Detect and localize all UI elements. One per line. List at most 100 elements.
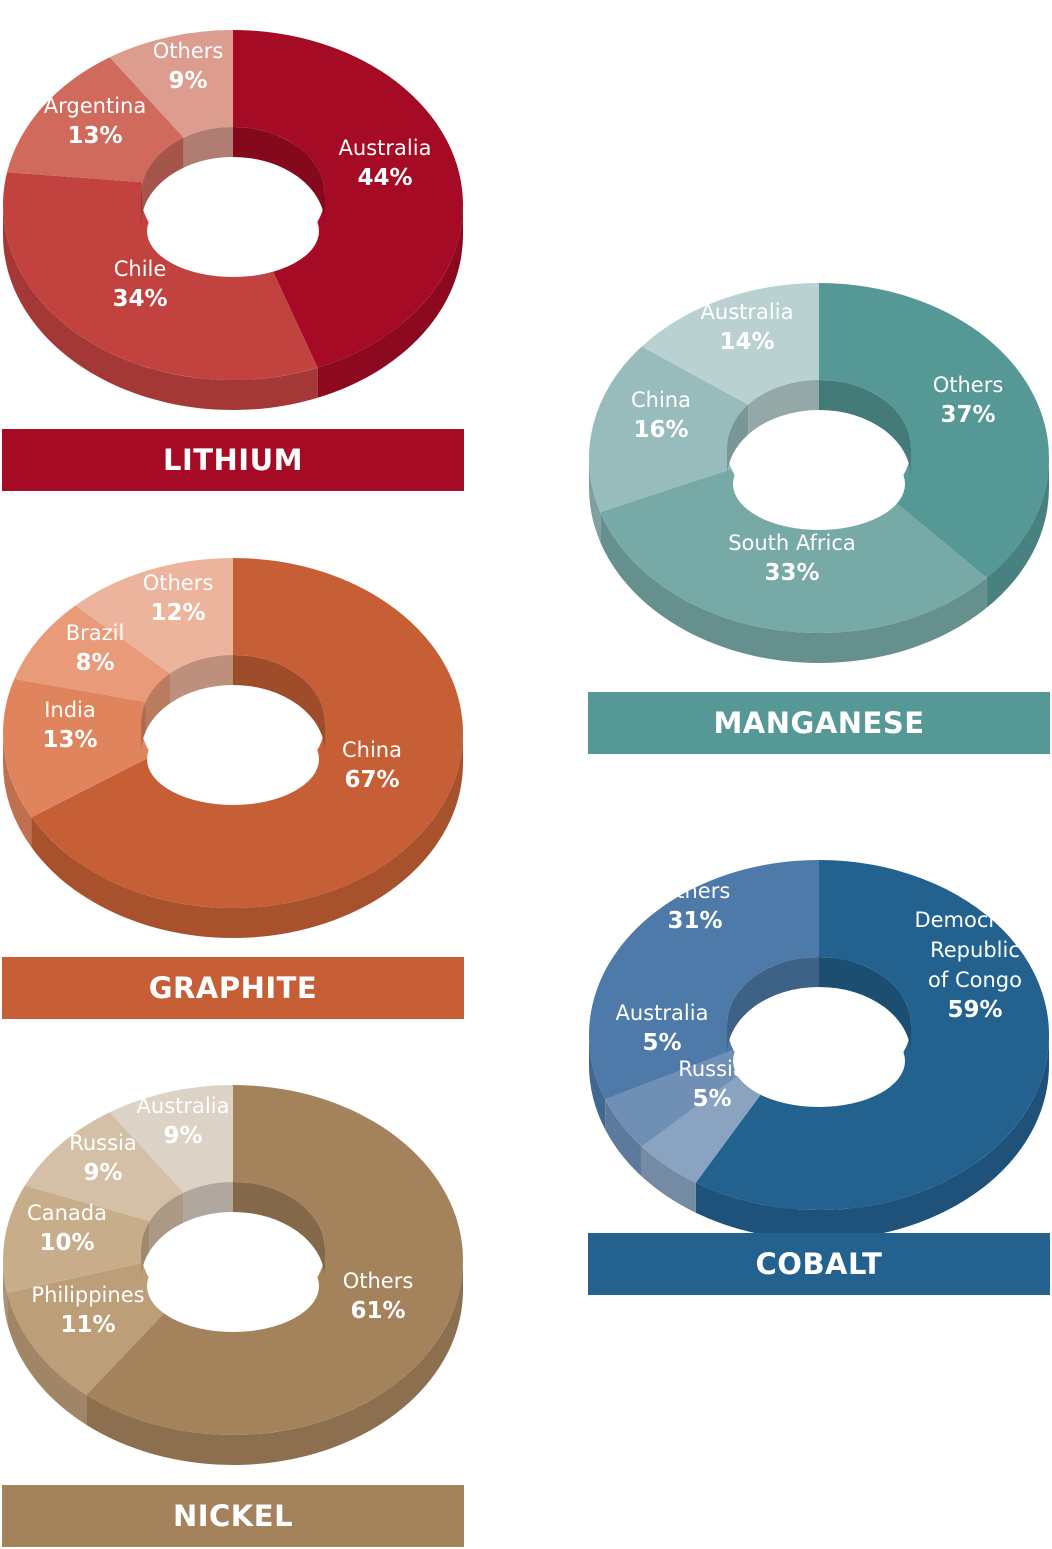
manganese-hole: [727, 380, 911, 530]
cobalt-hole: [727, 957, 911, 1107]
lithium-category-label-1: Chile: [114, 257, 167, 281]
nickel-slice-3: [24, 1112, 184, 1222]
nickel-value-label-3: 9%: [83, 1160, 122, 1186]
cobalt-category-label-2: Australia: [616, 1001, 709, 1025]
graphite-value-label-2: 8%: [75, 650, 114, 676]
lithium-hole-opening: [147, 185, 319, 277]
cobalt-category-label-0: Democratic: [914, 908, 1035, 932]
lithium-inner-wall-2: [142, 137, 184, 213]
lithium-category-label-2: Argentina: [44, 94, 146, 118]
nickel-slice-2: [3, 1185, 150, 1293]
manganese-value-label-3: 14%: [719, 329, 774, 355]
cobalt-side-1: [641, 1146, 696, 1213]
graphite-value-label-3: 12%: [150, 600, 205, 626]
lithium-slice-0: [233, 30, 463, 368]
cobalt-value-label-0: 59%: [947, 997, 1002, 1023]
cobalt-inner-wall-0: [819, 957, 911, 1055]
lithium-category-label-0: Australia: [339, 136, 432, 160]
manganese-side-2: [589, 458, 601, 543]
nickel-hole-opening: [147, 1240, 319, 1332]
nickel-chart: Others 61% Philippines 11% Canada 10% Russia 9%…: [0, 1055, 470, 1475]
cobalt-side-0: [695, 1035, 1049, 1240]
lithium-chart: Australia 44% Chile 34% Argentina 13% Others 9%: [0, 0, 470, 420]
graphite-title-banner: GRAPHITE: [2, 957, 464, 1019]
nickel-category-label-0: Others: [343, 1269, 414, 1293]
lithium-value-label-1: 34%: [112, 286, 167, 312]
cobalt-side-walls: [589, 1035, 1049, 1240]
nickel-value-label-4: 9%: [163, 1123, 202, 1149]
graphite-category-label-3: Others: [143, 571, 214, 595]
graphite-inner-wall-3: [170, 655, 233, 704]
cobalt-value-label-1: 5%: [692, 1086, 731, 1112]
lithium-slice-3: [109, 30, 233, 138]
cobalt-slice-1: [641, 1068, 770, 1183]
graphite-slice-2: [14, 605, 171, 702]
nickel-category-label-1: Philippines: [31, 1283, 144, 1307]
nickel-hole: [141, 1182, 325, 1332]
manganese-inner-wall-2: [727, 404, 749, 478]
graphite-chart: China 67% India 13% Brazil 8% Others 12%: [0, 528, 470, 948]
manganese-value-label-1: 33%: [764, 560, 819, 586]
graphite-slice-1: [3, 678, 153, 818]
lithium-inner-wall-3: [183, 127, 233, 168]
manganese-slice-1: [600, 469, 987, 633]
graphite-category-label-0: China: [342, 738, 402, 762]
lithium-inner-wall-1: [141, 182, 143, 225]
manganese-labels: Others 37% South Africa 33% China 16% Australi…: [631, 300, 1003, 586]
nickel-slices: [3, 1085, 463, 1435]
manganese-inner-wall-0: [819, 380, 911, 478]
cobalt-category-label-1: Russia: [678, 1057, 746, 1081]
manganese-category-label-0: Others: [933, 373, 1004, 397]
lithium-value-label-3: 9%: [168, 68, 207, 94]
cobalt-slice-3: [589, 860, 819, 1100]
cobalt-title-banner: COBALT: [588, 1233, 1050, 1295]
cobalt-hole-opening: [733, 1015, 905, 1107]
cobalt-slice-0: [695, 860, 1049, 1210]
lithium-inner-wall-0: [233, 127, 325, 225]
manganese-side-0: [986, 458, 1049, 608]
manganese-chart: Others 37% South Africa 33% China 16% Australi…: [586, 253, 1052, 673]
manganese-hole-opening: [733, 438, 905, 530]
manganese-inner-wall-3: [748, 380, 819, 435]
cobalt-inner-wall-3: [727, 957, 819, 1055]
graphite-slices: [3, 558, 464, 908]
nickel-inner-wall-0: [233, 1182, 325, 1280]
graphite-side-0: [31, 733, 463, 938]
lithium-side-0: [317, 205, 463, 398]
nickel-labels: Others 61% Philippines 11% Canada 10% Russia 9%…: [27, 1094, 413, 1338]
lithium-slice-2: [7, 57, 184, 183]
nickel-side-2: [3, 1260, 8, 1323]
graphite-labels: China 67% India 13% Brazil 8% Others 12%: [42, 571, 402, 793]
manganese-slice-3: [641, 283, 819, 405]
manganese-side-walls: [589, 458, 1049, 663]
lithium-hole: [141, 127, 325, 277]
nickel-donut: Others 61% Philippines 11% Canada 10% Russia 9%…: [3, 1085, 463, 1465]
nickel-inner-wall-2: [141, 1221, 150, 1280]
nickel-slice-4: [109, 1085, 233, 1193]
manganese-slice-2: [589, 346, 749, 513]
lithium-slices: [3, 30, 463, 380]
graphite-side-walls: [3, 733, 463, 938]
cobalt-category-label-3: Others: [660, 879, 731, 903]
lithium-donut: Australia 44% Chile 34% Argentina 13% Others 9%: [3, 30, 463, 410]
nickel-slice-1: [7, 1262, 175, 1395]
cobalt-chart: Democratic Republic of Congo 59% Russia 5% Aus…: [586, 830, 1052, 1250]
cobalt-slice-2: [605, 1050, 749, 1147]
nickel-category-label-3: Russia: [69, 1131, 137, 1155]
manganese-slices: [589, 283, 1049, 633]
graphite-category-label-2: Brazil: [66, 621, 125, 645]
manganese-category-label-3: Australia: [701, 300, 794, 324]
graphite-category-label-1: India: [44, 698, 96, 722]
graphite-value-label-0: 67%: [344, 767, 399, 793]
nickel-inner-wall-4: [183, 1182, 233, 1223]
graphite-slice-0: [31, 558, 464, 908]
nickel-side-walls: [3, 1260, 463, 1465]
cobalt-side-2: [605, 1099, 642, 1177]
manganese-donut: Others 37% South Africa 33% China 16% Australi…: [589, 283, 1049, 663]
graphite-slice-3: [75, 558, 233, 674]
graphite-value-label-1: 13%: [42, 727, 97, 753]
graphite-hole: [141, 655, 325, 805]
